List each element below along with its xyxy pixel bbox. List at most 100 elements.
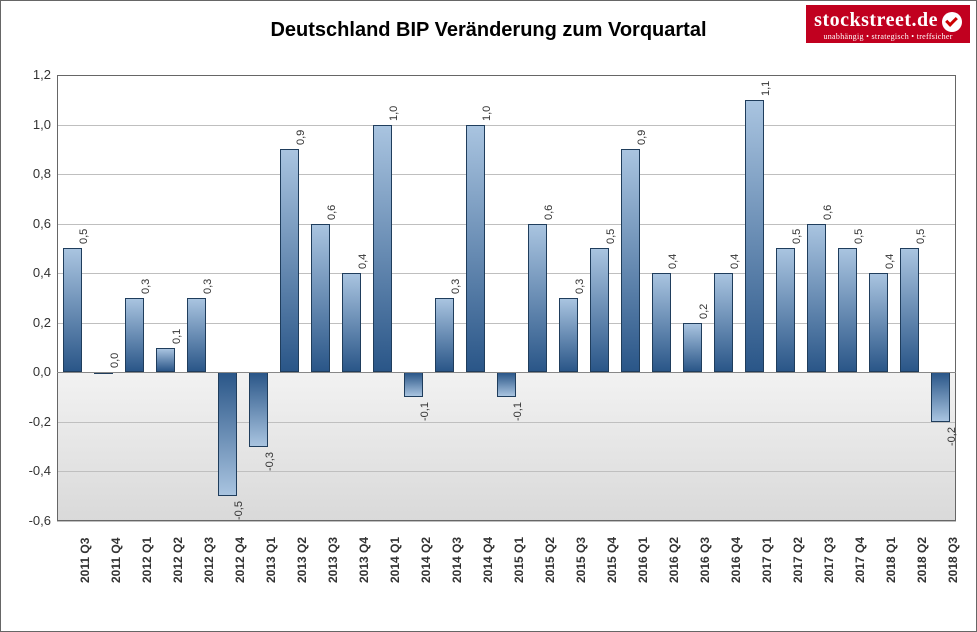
data-label: 0,3 xyxy=(574,279,586,294)
y-tick-label: 0,2 xyxy=(11,315,51,330)
bar xyxy=(125,298,144,372)
bar xyxy=(683,323,702,373)
bar xyxy=(745,100,764,373)
data-label: -0,1 xyxy=(512,402,524,421)
x-tick-label: 2013 Q1 xyxy=(264,537,278,583)
data-label: -0,3 xyxy=(264,452,276,471)
bar xyxy=(218,372,237,496)
data-label: 0,0 xyxy=(109,353,121,368)
y-tick-label: 1,2 xyxy=(11,67,51,82)
data-label: 0,4 xyxy=(667,254,679,269)
x-tick-label: 2017 Q2 xyxy=(791,537,805,583)
bar xyxy=(156,348,175,373)
gridline xyxy=(57,75,956,76)
bar xyxy=(249,372,268,446)
x-tick-label: 2015 Q4 xyxy=(605,537,619,583)
bar xyxy=(497,372,516,397)
bar xyxy=(714,273,733,372)
gridline xyxy=(57,521,956,522)
bar xyxy=(342,273,361,372)
checkmark-icon xyxy=(942,12,962,32)
x-tick-label: 2018 Q1 xyxy=(884,537,898,583)
logo-tagline: unabhängig • strategisch • treffsicher xyxy=(814,32,962,41)
x-tick-label: 2013 Q2 xyxy=(295,537,309,583)
data-label: 0,4 xyxy=(357,254,369,269)
bar xyxy=(280,149,299,372)
x-tick-label: 2018 Q2 xyxy=(915,537,929,583)
data-label: 0,5 xyxy=(915,229,927,244)
x-tick-label: 2016 Q1 xyxy=(636,537,650,583)
brand-logo: stockstreet.de unabhängig • strategisch … xyxy=(806,5,970,43)
data-label: 0,1 xyxy=(171,328,183,343)
bar xyxy=(63,248,82,372)
data-label: 0,5 xyxy=(853,229,865,244)
bar xyxy=(931,372,950,422)
x-tick-label: 2012 Q4 xyxy=(233,537,247,583)
bar xyxy=(311,224,330,373)
data-label: 1,0 xyxy=(388,105,400,120)
y-tick-label: 0,8 xyxy=(11,166,51,181)
x-tick-label: 2015 Q3 xyxy=(574,537,588,583)
x-tick-label: 2011 Q3 xyxy=(78,538,92,583)
data-label: 0,9 xyxy=(295,130,307,145)
bar xyxy=(838,248,857,372)
data-label: 0,6 xyxy=(326,204,338,219)
data-label: 1,0 xyxy=(481,105,493,120)
x-tick-label: 2012 Q3 xyxy=(202,537,216,583)
data-label: 0,6 xyxy=(543,204,555,219)
data-label: 0,3 xyxy=(450,279,462,294)
data-label: 0,3 xyxy=(140,279,152,294)
bar xyxy=(373,125,392,373)
x-tick-label: 2013 Q3 xyxy=(326,537,340,583)
bar xyxy=(807,224,826,373)
x-tick-label: 2016 Q4 xyxy=(729,537,743,583)
zero-line xyxy=(57,372,956,373)
x-tick-label: 2012 Q1 xyxy=(140,537,154,583)
data-label: -0,2 xyxy=(946,427,958,446)
logo-text: stockstreet.de xyxy=(814,9,938,31)
plot-area: -0,6-0,4-0,20,00,20,40,60,81,01,20,52011… xyxy=(57,75,956,521)
x-tick-label: 2016 Q2 xyxy=(667,537,681,583)
bar xyxy=(528,224,547,373)
bar xyxy=(559,298,578,372)
bar xyxy=(404,372,423,397)
x-tick-label: 2015 Q2 xyxy=(543,537,557,583)
gridline xyxy=(57,422,956,423)
x-tick-label: 2017 Q1 xyxy=(760,537,774,583)
y-tick-label: 1,0 xyxy=(11,117,51,132)
x-tick-label: 2014 Q3 xyxy=(450,537,464,583)
data-label: 0,3 xyxy=(202,279,214,294)
x-tick-label: 2011 Q4 xyxy=(109,538,123,583)
bar xyxy=(466,125,485,373)
x-tick-label: 2014 Q4 xyxy=(481,537,495,583)
data-label: 0,5 xyxy=(791,229,803,244)
data-label: 0,4 xyxy=(884,254,896,269)
x-tick-label: 2016 Q3 xyxy=(698,537,712,583)
x-tick-label: 2014 Q1 xyxy=(388,537,402,583)
bar xyxy=(435,298,454,372)
y-tick-label: -0,6 xyxy=(11,513,51,528)
bar xyxy=(869,273,888,372)
bar xyxy=(590,248,609,372)
data-label: 0,9 xyxy=(636,130,648,145)
gridline xyxy=(57,471,956,472)
data-label: 0,6 xyxy=(822,204,834,219)
bar xyxy=(621,149,640,372)
data-label: 0,4 xyxy=(729,254,741,269)
bar xyxy=(900,248,919,372)
y-tick-label: 0,6 xyxy=(11,216,51,231)
x-tick-label: 2012 Q2 xyxy=(171,537,185,583)
gridline xyxy=(57,174,956,175)
bar xyxy=(187,298,206,372)
x-tick-label: 2017 Q4 xyxy=(853,537,867,583)
data-label: 0,5 xyxy=(78,229,90,244)
y-tick-label: -0,4 xyxy=(11,463,51,478)
y-tick-label: -0,2 xyxy=(11,414,51,429)
x-tick-label: 2017 Q3 xyxy=(822,537,836,583)
x-tick-label: 2015 Q1 xyxy=(512,537,526,583)
data-label: -0,1 xyxy=(419,402,431,421)
data-label: 0,5 xyxy=(605,229,617,244)
data-label: 0,2 xyxy=(698,303,710,318)
y-tick-label: 0,4 xyxy=(11,265,51,280)
bar xyxy=(652,273,671,372)
